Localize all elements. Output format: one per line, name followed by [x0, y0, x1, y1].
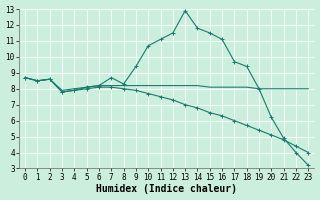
X-axis label: Humidex (Indice chaleur): Humidex (Indice chaleur) — [96, 184, 237, 194]
